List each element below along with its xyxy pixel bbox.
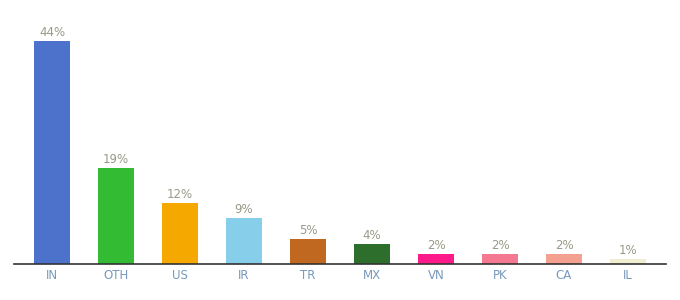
Text: 9%: 9% bbox=[235, 203, 254, 216]
Text: 12%: 12% bbox=[167, 188, 193, 201]
Text: 44%: 44% bbox=[39, 26, 65, 39]
Bar bbox=[290, 239, 326, 264]
Text: 2%: 2% bbox=[491, 239, 509, 252]
Bar bbox=[611, 259, 645, 264]
Text: 19%: 19% bbox=[103, 153, 129, 166]
Bar bbox=[547, 254, 581, 264]
Bar bbox=[99, 168, 133, 264]
Text: 1%: 1% bbox=[619, 244, 637, 257]
Bar bbox=[482, 254, 517, 264]
Text: 4%: 4% bbox=[362, 229, 381, 242]
Text: 2%: 2% bbox=[426, 239, 445, 252]
Bar bbox=[226, 218, 262, 264]
Bar bbox=[354, 244, 390, 264]
Text: 5%: 5% bbox=[299, 224, 318, 237]
Bar bbox=[35, 41, 69, 264]
Bar bbox=[163, 203, 198, 264]
Bar bbox=[418, 254, 454, 264]
Text: 2%: 2% bbox=[555, 239, 573, 252]
